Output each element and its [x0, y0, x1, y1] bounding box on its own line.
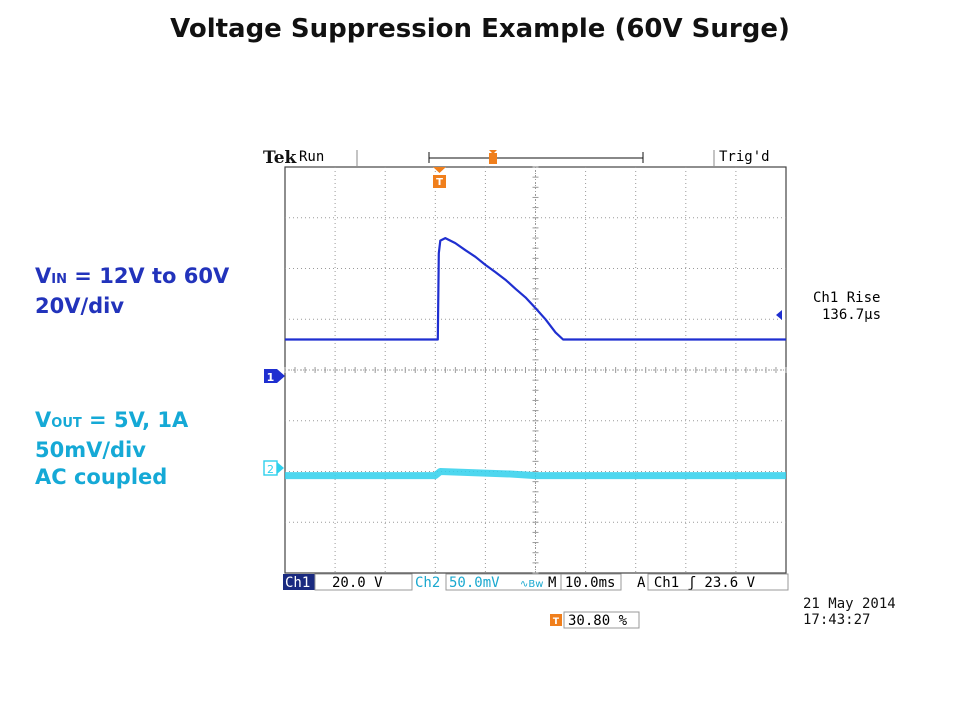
date: 21 May 2014 — [803, 596, 896, 612]
ch1-marker-label: 1 — [267, 371, 275, 384]
ch2-label: Ch2 — [415, 575, 440, 591]
ch2-scale: 50.0mV — [449, 575, 500, 591]
tek-logo: Tek — [263, 148, 298, 168]
ch1-ground-marker: 1 — [264, 369, 285, 384]
vout-label: VOUT = 5V, 1A 50mV/div AC coupled — [35, 407, 188, 491]
record-window-bracket — [428, 150, 644, 164]
vin-line: VIN = 12V to 60V — [35, 263, 229, 293]
vout-line: VOUT = 5V, 1A — [35, 407, 188, 437]
trace-ch1 — [285, 237, 786, 341]
ch2-marker-label: 2 — [267, 463, 274, 476]
vout-scale: 50mV/div — [35, 438, 146, 462]
vout-spec: = 5V, 1A — [81, 408, 189, 432]
vout-coupling: AC coupled — [35, 465, 168, 489]
ac-coupling-icon: ∿Bw — [520, 579, 543, 590]
timebase: M 10.0ms — [548, 575, 615, 591]
measurement-name: Ch1 Rise — [813, 290, 880, 306]
trigger-position-value: 30.80 % — [568, 613, 628, 629]
vin-label: VIN = 12V to 60V 20V/div — [35, 263, 229, 320]
vin-symbol: V — [35, 264, 52, 288]
ch2-ground-marker: 2 — [263, 460, 284, 476]
measurement-pointer-icon — [776, 310, 782, 320]
trigger-settings: A Ch1 ʃ 23.6 V — [637, 575, 756, 591]
page-title: Voltage Suppression Example (60V Surge) — [170, 14, 790, 44]
trace-ch2 — [285, 468, 786, 480]
settings-bar: Ch1 20.0 V Ch2 50.0mV ∿Bw M 10.0ms A Ch1… — [283, 573, 789, 591]
trigger-position-readout: T 30.80 % — [550, 611, 640, 629]
trigger-marker-label: T — [436, 177, 443, 188]
measurement-value: 136.7µs — [822, 307, 881, 323]
trigger-position-marker: T — [433, 167, 446, 188]
run-state: Run — [299, 149, 324, 165]
vout-subscript: OUT — [51, 416, 82, 431]
waveform-traces — [285, 237, 786, 480]
time: 17:43:27 — [803, 612, 871, 628]
timestamp: 21 May 2014 17:43:27 — [803, 596, 896, 628]
vout-symbol: V — [35, 408, 52, 432]
trigger-icon-label: T — [553, 617, 560, 627]
ch1-label: Ch1 — [285, 575, 310, 591]
ch1-scale: 20.0 V — [332, 575, 383, 591]
graticule-grid — [284, 166, 787, 574]
vin-subscript: IN — [51, 272, 67, 287]
vin-range: = 12V to 60V — [66, 264, 230, 288]
vin-scale: 20V/div — [35, 294, 125, 318]
trigger-state: Trig'd — [719, 149, 770, 165]
